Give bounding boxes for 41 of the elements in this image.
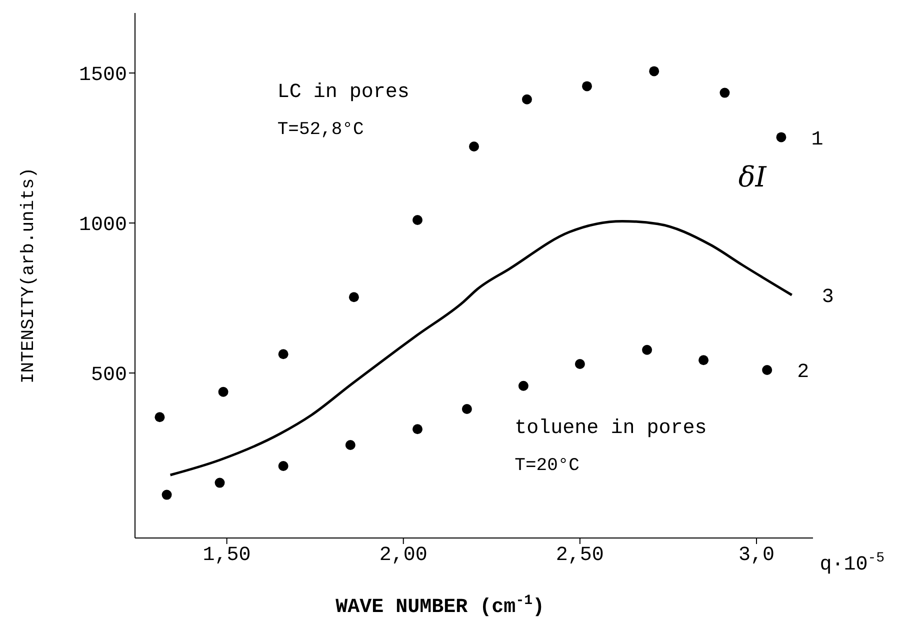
point — [522, 94, 532, 104]
point — [698, 355, 709, 366]
point — [348, 292, 359, 302]
annotation: toluene in pores — [514, 417, 707, 440]
point — [345, 440, 356, 450]
point — [642, 344, 652, 355]
y-tick-label: 1000 — [78, 214, 127, 238]
point — [154, 412, 165, 422]
point — [214, 478, 225, 488]
point — [649, 66, 660, 76]
x-tick-label: 2,00 — [379, 544, 428, 568]
point — [582, 81, 592, 92]
text: q·10$^{-5}$ — [820, 550, 885, 576]
y-tick-label: 1500 — [78, 64, 127, 88]
point — [469, 142, 479, 152]
line-series — [169, 220, 794, 476]
y-tick-label: 500 — [90, 364, 127, 388]
annotation: T=20°C — [514, 456, 580, 476]
series-label: 2 — [797, 361, 810, 384]
x-tick-label: 3,0 — [738, 544, 775, 568]
point — [518, 380, 528, 391]
point — [412, 424, 422, 434]
annotation: LC in pores — [277, 81, 410, 104]
point — [278, 349, 288, 360]
point — [218, 386, 228, 397]
x-tick-label: 1,50 — [202, 544, 251, 568]
point — [762, 365, 772, 375]
point — [162, 490, 172, 500]
annotation: δI — [738, 160, 768, 194]
series-label: 1 — [811, 128, 824, 152]
point — [720, 88, 730, 98]
x-tick-label: 2,50 — [556, 544, 604, 568]
point — [776, 132, 786, 142]
series-label: 3 — [822, 286, 834, 310]
point — [462, 404, 472, 414]
y-axis-title: INTENSITY(arb.units) — [19, 167, 39, 384]
x-axis-title: WAVE NUMBER (cm$^{-1}$) — [336, 593, 545, 619]
point — [412, 215, 422, 225]
annotation: T=52,8°C — [277, 120, 364, 140]
point — [278, 461, 288, 471]
point — [574, 359, 585, 369]
